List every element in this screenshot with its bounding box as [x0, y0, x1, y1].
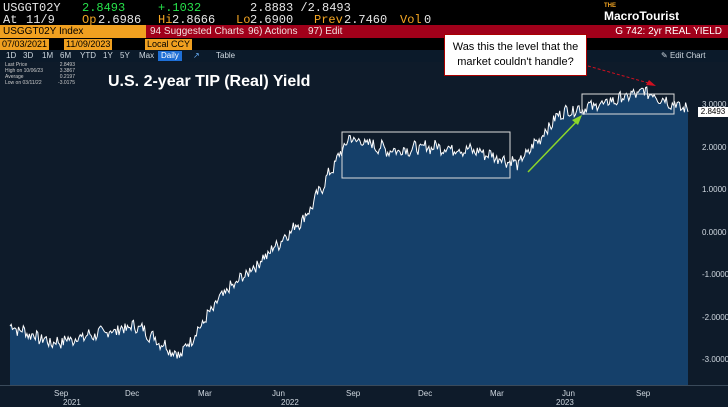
legend-last-price-value: 2.8493 [59, 62, 75, 68]
x-tick: Jun [272, 389, 285, 398]
plot-area[interactable] [0, 62, 700, 385]
prev-label: Prev [314, 13, 343, 27]
bid-ask: 2.8883 /2.8493 [250, 1, 351, 15]
end-date-field[interactable]: 11/09/2023 [64, 39, 113, 50]
chart-id: G 742: 2yr REAL YIELD [615, 26, 722, 37]
x-tick: Jun [562, 389, 575, 398]
x-tick: Sep [54, 389, 69, 398]
last-price: 2.8493 [82, 1, 126, 15]
y-tick: 1.0000 [702, 185, 727, 194]
legend-average-value: 0.2197 [59, 74, 75, 80]
edit-menu[interactable]: 97) Edit [308, 26, 343, 37]
currency-select[interactable]: Local CCY [145, 39, 193, 50]
x-axis [0, 385, 728, 407]
yield-line [9, 86, 689, 359]
frequency-select[interactable]: Daily [158, 51, 182, 61]
vol-value: 0 [424, 13, 432, 27]
edit-chart-button[interactable]: ✎ Edit Chart [661, 51, 706, 60]
security-code[interactable]: USGGT02Y [3, 1, 61, 15]
range-3d[interactable]: 3D [23, 51, 34, 60]
x-tick: Dec [418, 389, 433, 398]
low-value: 2.6900 [250, 13, 294, 27]
range-6m[interactable]: 6M [60, 51, 72, 60]
range-max[interactable]: Max [139, 51, 155, 60]
macrotourist-logo: THE MacroTourist [604, 3, 680, 23]
trend-arrow [527, 117, 581, 173]
y-tick: -2.0000 [702, 313, 728, 322]
legend-average-label: Average [5, 74, 24, 80]
callout-pointer-head [646, 80, 656, 86]
y-tick: 3.0000 [702, 100, 727, 109]
legend-low-value: -3.0175 [58, 80, 75, 86]
start-date-field[interactable]: 07/03/2021 [0, 39, 50, 50]
chart-type-icon[interactable]: ↗ [193, 51, 200, 60]
y-tick: 2.0000 [702, 143, 727, 152]
annotation-callout: Was this the level that the market could… [444, 34, 587, 76]
y-tick: 0.0000 [702, 228, 727, 237]
open-value: 2.6986 [98, 13, 142, 27]
y-tick: -3.0000 [702, 355, 728, 364]
actions-menu[interactable]: 96) Actions [248, 26, 298, 37]
suggested-charts-menu[interactable]: 94 Suggested Charts [150, 26, 244, 37]
consolidation-box-2022 [341, 131, 511, 179]
range-ytd[interactable]: YTD [80, 51, 96, 60]
prev-value: 2.7460 [344, 13, 388, 27]
year-label: 2022 [281, 398, 299, 407]
chart-title: U.S. 2-year TIP (Real) Yield [108, 73, 311, 90]
range-1d[interactable]: 1D [6, 51, 17, 60]
legend-high-value: 3.3867 [59, 68, 75, 74]
high-value: 2.8666 [172, 13, 216, 27]
at-label: At [3, 13, 18, 27]
low-label: Lo [236, 13, 251, 27]
callout-pointer [587, 65, 653, 85]
last-value-badge: 2.8493 [698, 107, 728, 117]
at-value: 11/9 [26, 13, 55, 27]
ticker-bar: USGGT02Y 2.8493 +.1032 2.8883 /2.8493 At… [0, 0, 728, 27]
x-tick: Dec [125, 389, 140, 398]
x-tick: Mar [198, 389, 212, 398]
chart-legend: Last Price 2.8493 High on 10/06/23 3.386… [5, 62, 75, 86]
range-1y[interactable]: 1Y [103, 51, 113, 60]
legend-last-price-label: Last Price [5, 62, 28, 68]
year-label: 2023 [556, 398, 574, 407]
y-tick: -1.0000 [702, 270, 728, 279]
x-tick: Sep [636, 389, 651, 398]
vol-label: Vol [400, 13, 422, 27]
table-button[interactable]: Table [216, 51, 236, 60]
price-change: +.1032 [158, 1, 202, 15]
legend-high-label: High on 10/06/23 [5, 68, 44, 74]
open-label: Op [82, 13, 97, 27]
range-1m[interactable]: 1M [42, 51, 54, 60]
x-tick: Mar [490, 389, 504, 398]
legend-low-label: Low on 03/11/22 [5, 80, 42, 86]
range-5y[interactable]: 5Y [120, 51, 130, 60]
x-tick: Sep [346, 389, 361, 398]
consolidation-box-2023 [581, 93, 675, 115]
year-label: 2021 [63, 398, 81, 407]
index-field[interactable]: USGGT02Y Index [0, 25, 146, 38]
high-label: Hi [158, 13, 173, 27]
yield-chart [9, 65, 689, 385]
trend-arrow-head [572, 115, 582, 125]
